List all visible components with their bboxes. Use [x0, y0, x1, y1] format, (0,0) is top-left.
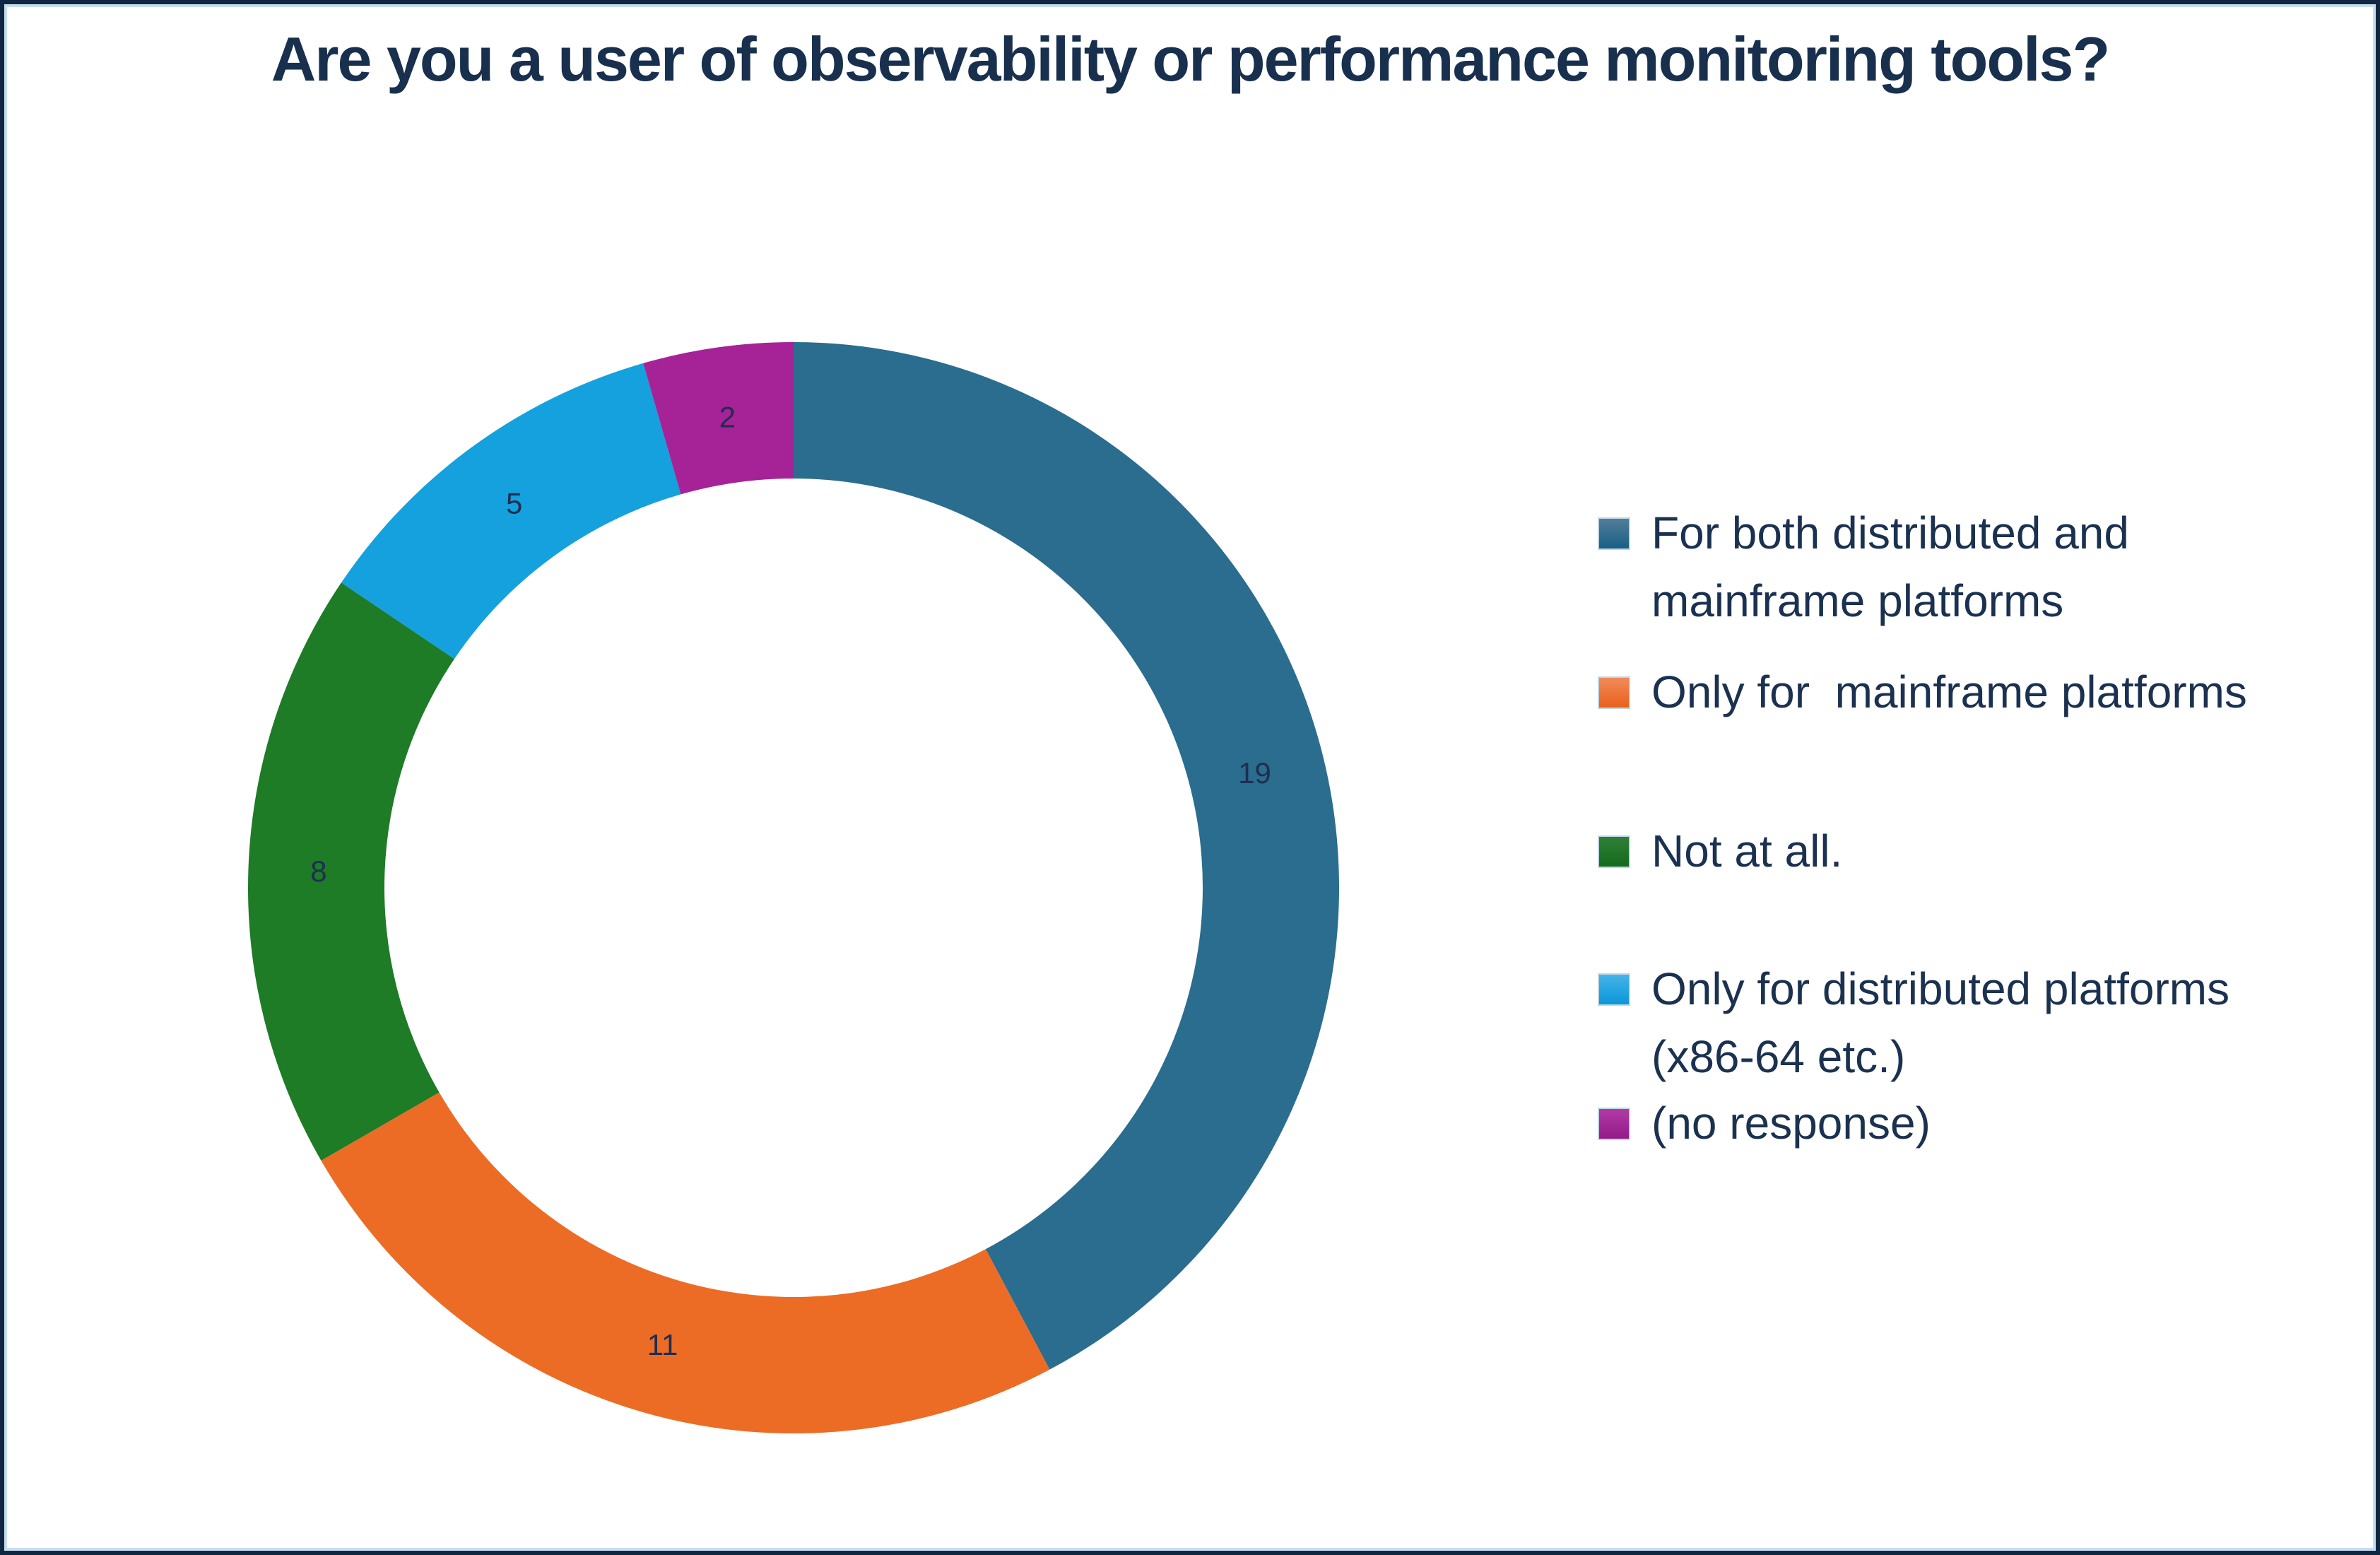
- legend-label: For both distributed and mainframe platf…: [1651, 507, 2129, 626]
- legend-label: Only for mainframe platforms: [1651, 667, 2247, 717]
- donut-segment: [794, 342, 1340, 1370]
- donut-segment: [247, 582, 454, 1161]
- donut-segment: [643, 342, 794, 495]
- legend-swatch-icon: [1598, 835, 1630, 868]
- legend-label: (no response): [1651, 1098, 1931, 1149]
- legend-label: Not at all.: [1651, 826, 1843, 876]
- legend-swatch-icon: [1598, 517, 1630, 550]
- legend-item-both-platforms: For both distributed and mainframe platf…: [1598, 499, 2129, 635]
- legend-label: Only for distributed platforms (x86-64 e…: [1651, 963, 2230, 1082]
- legend-swatch-icon: [1598, 1108, 1630, 1140]
- segment-value-label: 5: [506, 486, 522, 520]
- segment-value-label: 19: [1238, 756, 1271, 790]
- donut-segment: [341, 363, 681, 659]
- chart-title: Are you a user of observability or perfo…: [271, 24, 2110, 94]
- legend: For both distributed and mainframe platf…: [1598, 4, 2376, 1551]
- segment-value-label: 2: [719, 401, 736, 434]
- legend-item-only-mainframe: Only for mainframe platforms: [1598, 658, 2247, 726]
- legend-item-only-distributed: Only for distributed platforms (x86-64 e…: [1598, 955, 2229, 1091]
- legend-item-not-at-all: Not at all.: [1598, 817, 1842, 885]
- legend-swatch-icon: [1598, 676, 1630, 709]
- segment-value-label: 8: [310, 855, 326, 888]
- segment-value-label: 11: [647, 1328, 678, 1361]
- legend-swatch-icon: [1598, 973, 1630, 1006]
- donut-segment: [321, 1092, 1050, 1434]
- donut-chart-svg: 19 11 8 5 2: [247, 342, 1340, 1434]
- donut-chart: 19 11 8 5 2: [245, 339, 1343, 1437]
- legend-item-no-response: (no response): [1598, 1089, 1931, 1157]
